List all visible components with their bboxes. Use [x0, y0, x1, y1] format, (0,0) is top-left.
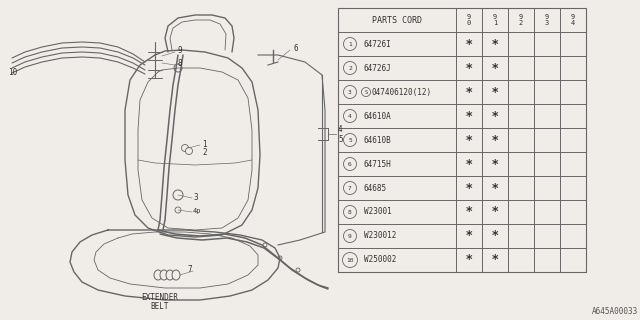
Text: *: *: [466, 85, 472, 99]
Text: 5: 5: [348, 138, 352, 142]
Text: *: *: [492, 157, 499, 171]
Text: 4: 4: [348, 114, 352, 118]
Circle shape: [175, 207, 181, 213]
Text: *: *: [466, 61, 472, 75]
Text: *: *: [466, 133, 472, 147]
Text: 64685: 64685: [364, 183, 387, 193]
Text: *: *: [492, 181, 499, 195]
Text: *: *: [492, 61, 499, 75]
Text: *: *: [466, 253, 472, 267]
Ellipse shape: [166, 270, 174, 280]
Ellipse shape: [172, 270, 180, 280]
Circle shape: [263, 243, 267, 247]
Text: *: *: [466, 205, 472, 219]
Text: W230012: W230012: [364, 231, 396, 241]
Circle shape: [296, 268, 300, 272]
Text: *: *: [492, 109, 499, 123]
Text: 9
4: 9 4: [571, 14, 575, 26]
Circle shape: [174, 64, 182, 72]
Circle shape: [186, 148, 193, 155]
Text: 4p: 4p: [193, 208, 202, 214]
Text: 64726J: 64726J: [364, 63, 392, 73]
Text: 1: 1: [202, 140, 207, 148]
Circle shape: [278, 256, 282, 260]
Text: *: *: [492, 253, 499, 267]
Text: 6: 6: [348, 162, 352, 166]
Text: S: S: [364, 90, 367, 94]
Circle shape: [182, 145, 189, 151]
Text: 2: 2: [348, 66, 352, 70]
Text: 64610A: 64610A: [364, 111, 392, 121]
Text: *: *: [492, 37, 499, 51]
Text: *: *: [466, 157, 472, 171]
Text: 047406120(12): 047406120(12): [372, 87, 432, 97]
Text: 8: 8: [348, 210, 352, 214]
Text: 10: 10: [8, 68, 17, 76]
Text: *: *: [466, 37, 472, 51]
Ellipse shape: [160, 270, 168, 280]
Text: A645A00033: A645A00033: [592, 307, 638, 316]
Text: *: *: [466, 181, 472, 195]
Text: *: *: [466, 229, 472, 243]
Text: BELT: BELT: [151, 302, 169, 311]
Text: 2: 2: [202, 148, 207, 156]
Text: W250002: W250002: [364, 255, 396, 265]
Text: *: *: [492, 229, 499, 243]
Bar: [338, 8, 586, 272]
Text: 9
2: 9 2: [519, 14, 523, 26]
Ellipse shape: [154, 270, 162, 280]
Text: PARTS CORD: PARTS CORD: [372, 15, 422, 25]
Text: 9: 9: [177, 45, 182, 54]
Circle shape: [173, 190, 183, 200]
Text: 8: 8: [177, 59, 182, 68]
Text: 10: 10: [346, 258, 354, 262]
Text: *: *: [466, 109, 472, 123]
Text: 9: 9: [348, 234, 352, 238]
Text: 3: 3: [348, 90, 352, 94]
Text: *: *: [492, 205, 499, 219]
Text: 3: 3: [193, 193, 198, 202]
Text: 64726I: 64726I: [364, 39, 392, 49]
Text: 9
1: 9 1: [493, 14, 497, 26]
Text: 7: 7: [348, 186, 352, 190]
Text: 6: 6: [293, 44, 298, 52]
Text: 64610B: 64610B: [364, 135, 392, 145]
Text: 4: 4: [338, 124, 342, 133]
Text: 64715H: 64715H: [364, 159, 392, 169]
Text: 7: 7: [187, 265, 191, 274]
Text: W23001: W23001: [364, 207, 392, 217]
Text: *: *: [492, 133, 499, 147]
Text: *: *: [492, 85, 499, 99]
Text: 9
0: 9 0: [467, 14, 471, 26]
Text: EXTENDER: EXTENDER: [141, 293, 179, 302]
Text: 9
3: 9 3: [545, 14, 549, 26]
Text: 1: 1: [348, 42, 352, 46]
Text: 5: 5: [338, 134, 342, 143]
